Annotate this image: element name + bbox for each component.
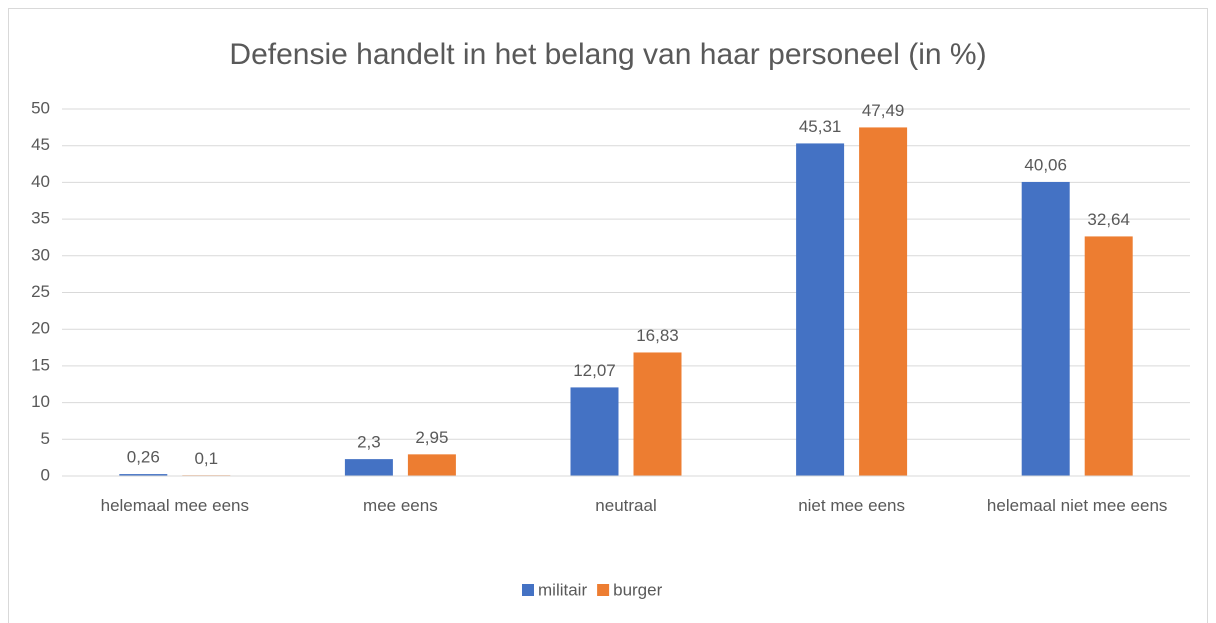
bar — [796, 143, 845, 476]
y-tick-label: 30 — [31, 245, 50, 264]
bar — [1084, 236, 1133, 476]
chart-frame — [8, 8, 1208, 623]
y-tick-label: 40 — [31, 172, 50, 191]
y-tick-label: 45 — [31, 135, 50, 154]
bar — [1021, 181, 1070, 476]
bar — [570, 387, 619, 476]
y-tick-label: 25 — [31, 282, 50, 301]
data-label: 16,83 — [636, 326, 679, 345]
y-tick-label: 5 — [41, 429, 50, 448]
y-tick-label: 10 — [31, 392, 50, 411]
y-tick-label: 0 — [41, 465, 50, 484]
data-label: 40,06 — [1024, 155, 1067, 174]
x-tick-label: neutraal — [595, 496, 657, 515]
bar — [344, 459, 393, 476]
y-tick-label: 35 — [31, 209, 50, 228]
legend-swatch — [522, 584, 534, 596]
x-tick-label: niet mee eens — [798, 496, 905, 515]
data-label: 12,07 — [573, 361, 616, 380]
chart-title: Defensie handelt in het belang van haar … — [229, 38, 986, 71]
y-tick-label: 50 — [31, 98, 50, 117]
bar — [119, 474, 168, 476]
data-label: 2,3 — [357, 433, 381, 452]
bar — [407, 454, 456, 476]
x-tick-label: helemaal niet mee eens — [986, 496, 1168, 515]
data-label: 45,31 — [799, 117, 842, 136]
bar — [859, 127, 908, 476]
legend-label: burger — [613, 580, 662, 599]
bar — [633, 352, 682, 476]
y-tick-label: 20 — [31, 319, 50, 338]
y-tick-label: 15 — [31, 355, 50, 374]
data-label: 47,49 — [862, 101, 905, 120]
x-tick-label: helemaal mee eens — [100, 496, 249, 515]
legend-swatch — [597, 584, 610, 596]
data-label: 0,1 — [194, 449, 218, 468]
legend-label: militair — [538, 580, 587, 599]
data-label: 0,26 — [127, 448, 160, 467]
data-label: 2,95 — [415, 428, 448, 447]
x-tick-label: mee eens — [363, 496, 438, 515]
data-label: 32,64 — [1087, 210, 1130, 229]
